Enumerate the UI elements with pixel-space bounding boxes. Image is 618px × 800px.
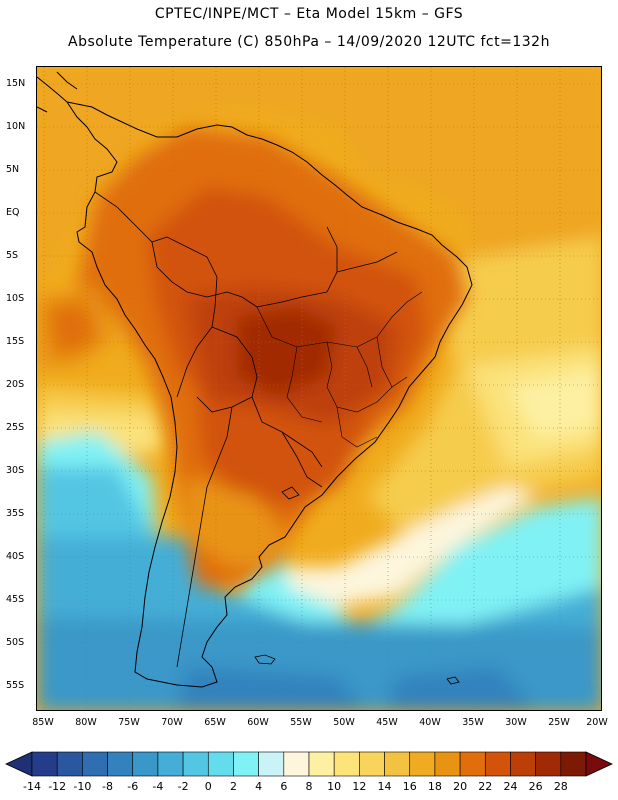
colorbar-tick-label: -14 <box>23 780 41 793</box>
lon-label-65w: 65W <box>204 717 226 728</box>
islands <box>254 486 460 685</box>
colorbar-swatch <box>207 751 234 777</box>
colorbar-swatch <box>31 751 58 777</box>
lon-label-75w: 75W <box>118 717 140 728</box>
colorbar-over-arrow <box>585 751 613 777</box>
colorbar-tick-label: 8 <box>305 780 313 793</box>
lon-label-50w: 50W <box>333 717 355 728</box>
map-title-line2: Absolute Temperature (C) 850hPa – 14/09/… <box>68 34 550 50</box>
lat-label-10s: 10S <box>6 293 25 304</box>
country-borders <box>94 191 398 668</box>
colorbar-swatch <box>434 751 461 777</box>
lat-label-50s: 50S <box>6 637 25 648</box>
lon-label-30w: 30W <box>505 717 527 728</box>
lon-label-40w: 40W <box>419 717 441 728</box>
colorbar-tick-label: 28 <box>553 780 568 793</box>
lat-label-20s: 20S <box>6 379 25 390</box>
colorbar-swatch <box>132 751 159 777</box>
colorbar-swatch <box>560 751 587 777</box>
colorbar-swatch <box>82 751 108 777</box>
lat-label-5s: 5S <box>6 250 19 261</box>
lon-label-85w: 85W <box>32 717 54 728</box>
colorbar-tick-label: 24 <box>503 780 518 793</box>
lat-label-10n: 10N <box>6 121 26 132</box>
colorbar-tick-label: 2 <box>229 780 237 793</box>
lon-label-25w: 25W <box>548 717 570 728</box>
central-america-coast <box>37 71 78 113</box>
colorbar-swatch <box>56 751 83 777</box>
colorbar-tick-label: 18 <box>427 780 442 793</box>
colorbar-tick-label: 0 <box>204 780 212 793</box>
lon-label-55w: 55W <box>290 717 312 728</box>
colorbar-tick-label: 26 <box>528 780 543 793</box>
colorbar-swatch <box>359 751 385 777</box>
south-america-coastline <box>65 101 473 688</box>
colorbar-tick-label: 22 <box>478 780 493 793</box>
lat-label-35s: 35S <box>6 508 25 519</box>
lat-label-15s: 15S <box>6 336 25 347</box>
colorbar-swatch <box>535 751 562 777</box>
lon-label-60w: 60W <box>247 717 269 728</box>
lat-label-30s: 30S <box>6 465 25 476</box>
colorbar-tick-label: 4 <box>255 780 263 793</box>
lat-label-55s: 55S <box>6 680 25 691</box>
lat-label-25s: 25S <box>6 422 25 433</box>
colorbar-swatch <box>157 751 184 777</box>
colorbar-swatch <box>283 751 310 777</box>
lat-label-5n: 5N <box>6 164 20 175</box>
lon-label-20w: 20W <box>586 717 608 728</box>
colorbar-tick-label: -10 <box>73 780 92 793</box>
colorbar-swatch <box>510 751 536 777</box>
temperature-map <box>36 66 602 711</box>
coastlines-and-borders <box>37 71 473 688</box>
lon-label-45w: 45W <box>376 717 398 728</box>
colorbar-swatch <box>182 751 209 777</box>
lat-label-15n: 15N <box>6 78 26 89</box>
colorbar-swatch <box>333 751 360 777</box>
colorbar-tick-label: 16 <box>402 780 417 793</box>
lon-label-80w: 80W <box>75 717 97 728</box>
colorbar <box>5 751 613 777</box>
colorbar-tick-label: -2 <box>177 780 189 793</box>
colorbar-swatch <box>107 751 134 777</box>
lat-label-eq: EQ <box>6 207 20 218</box>
colorbar-under-arrow <box>5 751 33 777</box>
colorbar-swatches <box>31 751 587 777</box>
colorbar-swatch <box>308 751 335 777</box>
lon-label-70w: 70W <box>161 717 183 728</box>
colorbar-swatch <box>459 751 486 777</box>
colorbar-tick-label: -12 <box>48 780 67 793</box>
colorbar-swatch <box>258 751 285 777</box>
lat-label-45s: 45S <box>6 594 25 605</box>
colorbar-tick-label: -4 <box>152 780 164 793</box>
colorbar-tick-label: 10 <box>327 780 342 793</box>
map-title-line1: CPTEC/INPE/MCT – Eta Model 15km – GFS <box>154 6 464 22</box>
temperature-field-svg <box>37 67 601 710</box>
colorbar-swatch <box>409 751 436 777</box>
lat-label-40s: 40S <box>6 551 25 562</box>
lon-label-35w: 35W <box>462 717 484 728</box>
colorbar-tick-label: -6 <box>127 780 139 793</box>
colorbar-tick-label: 20 <box>453 780 468 793</box>
colorbar-swatch <box>484 751 511 777</box>
colorbar-tick-label: 14 <box>377 780 392 793</box>
colorbar-swatch <box>233 751 259 777</box>
colorbar-tick-label: 6 <box>280 780 288 793</box>
colorbar-swatch <box>384 751 411 777</box>
temperature-bands <box>37 67 601 710</box>
colorbar-tick-label: -8 <box>102 780 114 793</box>
brazil-states <box>256 291 423 448</box>
colorbar-tick-label: 12 <box>352 780 367 793</box>
